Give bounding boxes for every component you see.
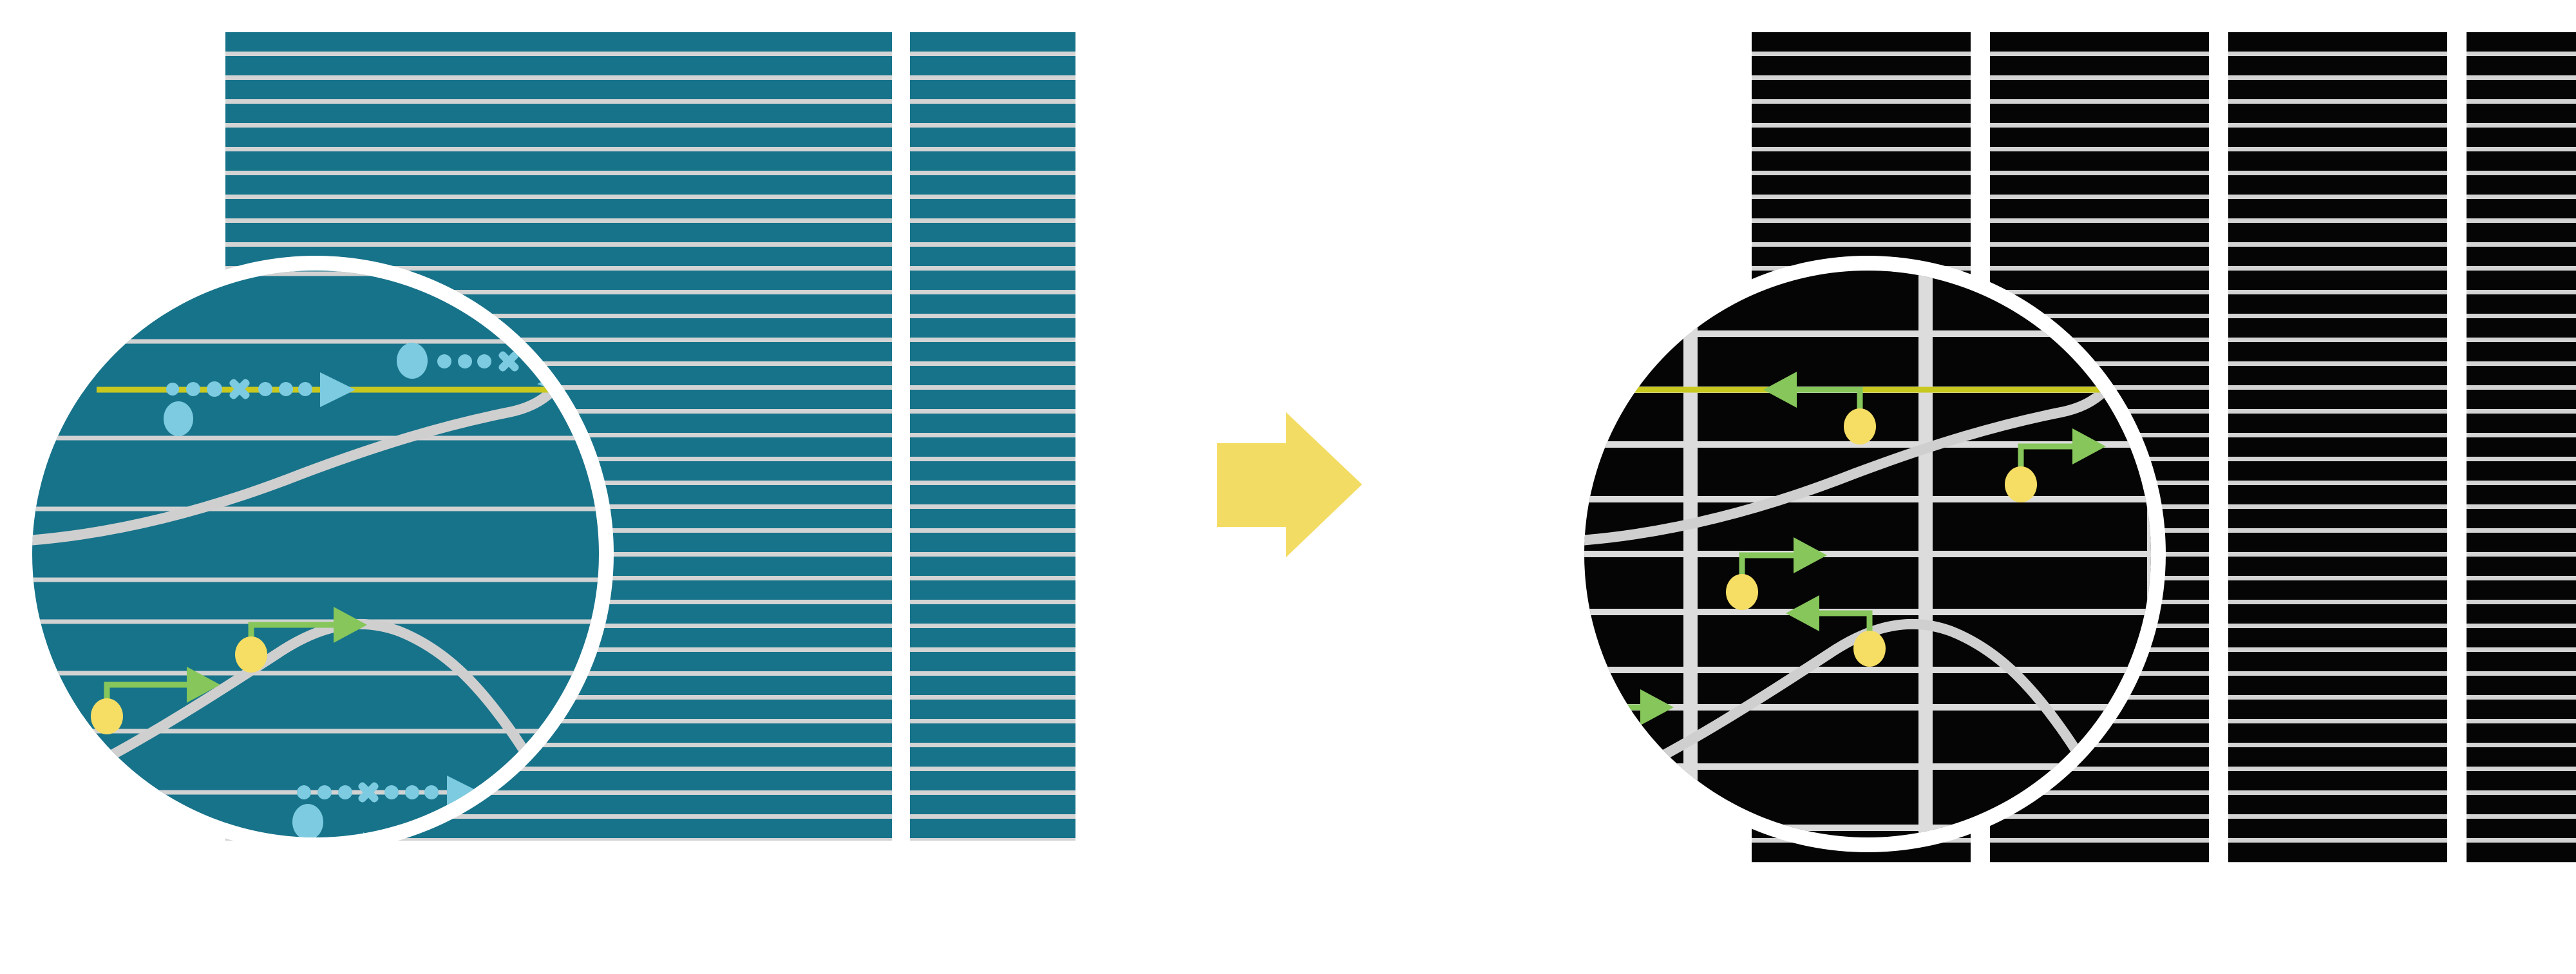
marker-dot-yellow-2 xyxy=(91,698,123,734)
marker-green-arrow-right-2 xyxy=(91,667,220,734)
marker-dot-yellow-r3 xyxy=(1726,574,1758,610)
marker-dot-yellow-1 xyxy=(235,636,267,673)
marker-green-arrow-left-1 xyxy=(1763,372,1876,444)
marker-green-arrow-right-1 xyxy=(235,607,367,673)
marker-green-arrow-right-r3 xyxy=(1726,537,1827,610)
marker-dotted-arrow-right-1 xyxy=(164,372,355,436)
after-magnifier xyxy=(1584,271,2151,837)
marker-dot-yellow-r1 xyxy=(1844,408,1876,444)
before-column-gap xyxy=(892,245,910,889)
transform-arrow xyxy=(1217,412,1362,557)
marker-dot-cyan-1 xyxy=(164,401,193,436)
marker-dot-cyan-3 xyxy=(292,804,323,837)
marker-dot-cyan-4 xyxy=(187,861,218,897)
marker-dot-yellow-r2 xyxy=(2005,466,2037,502)
marker-green-arrow-left-r4 xyxy=(1786,595,1886,667)
before-magnifier xyxy=(32,245,910,897)
marker-green-arrow-right-r2 xyxy=(2005,428,2106,502)
marker-dot-yellow-r4 xyxy=(1853,631,1886,667)
marker-dot-yellow-r5 xyxy=(1584,726,1605,762)
marker-dot-cyan-2 xyxy=(397,343,428,379)
